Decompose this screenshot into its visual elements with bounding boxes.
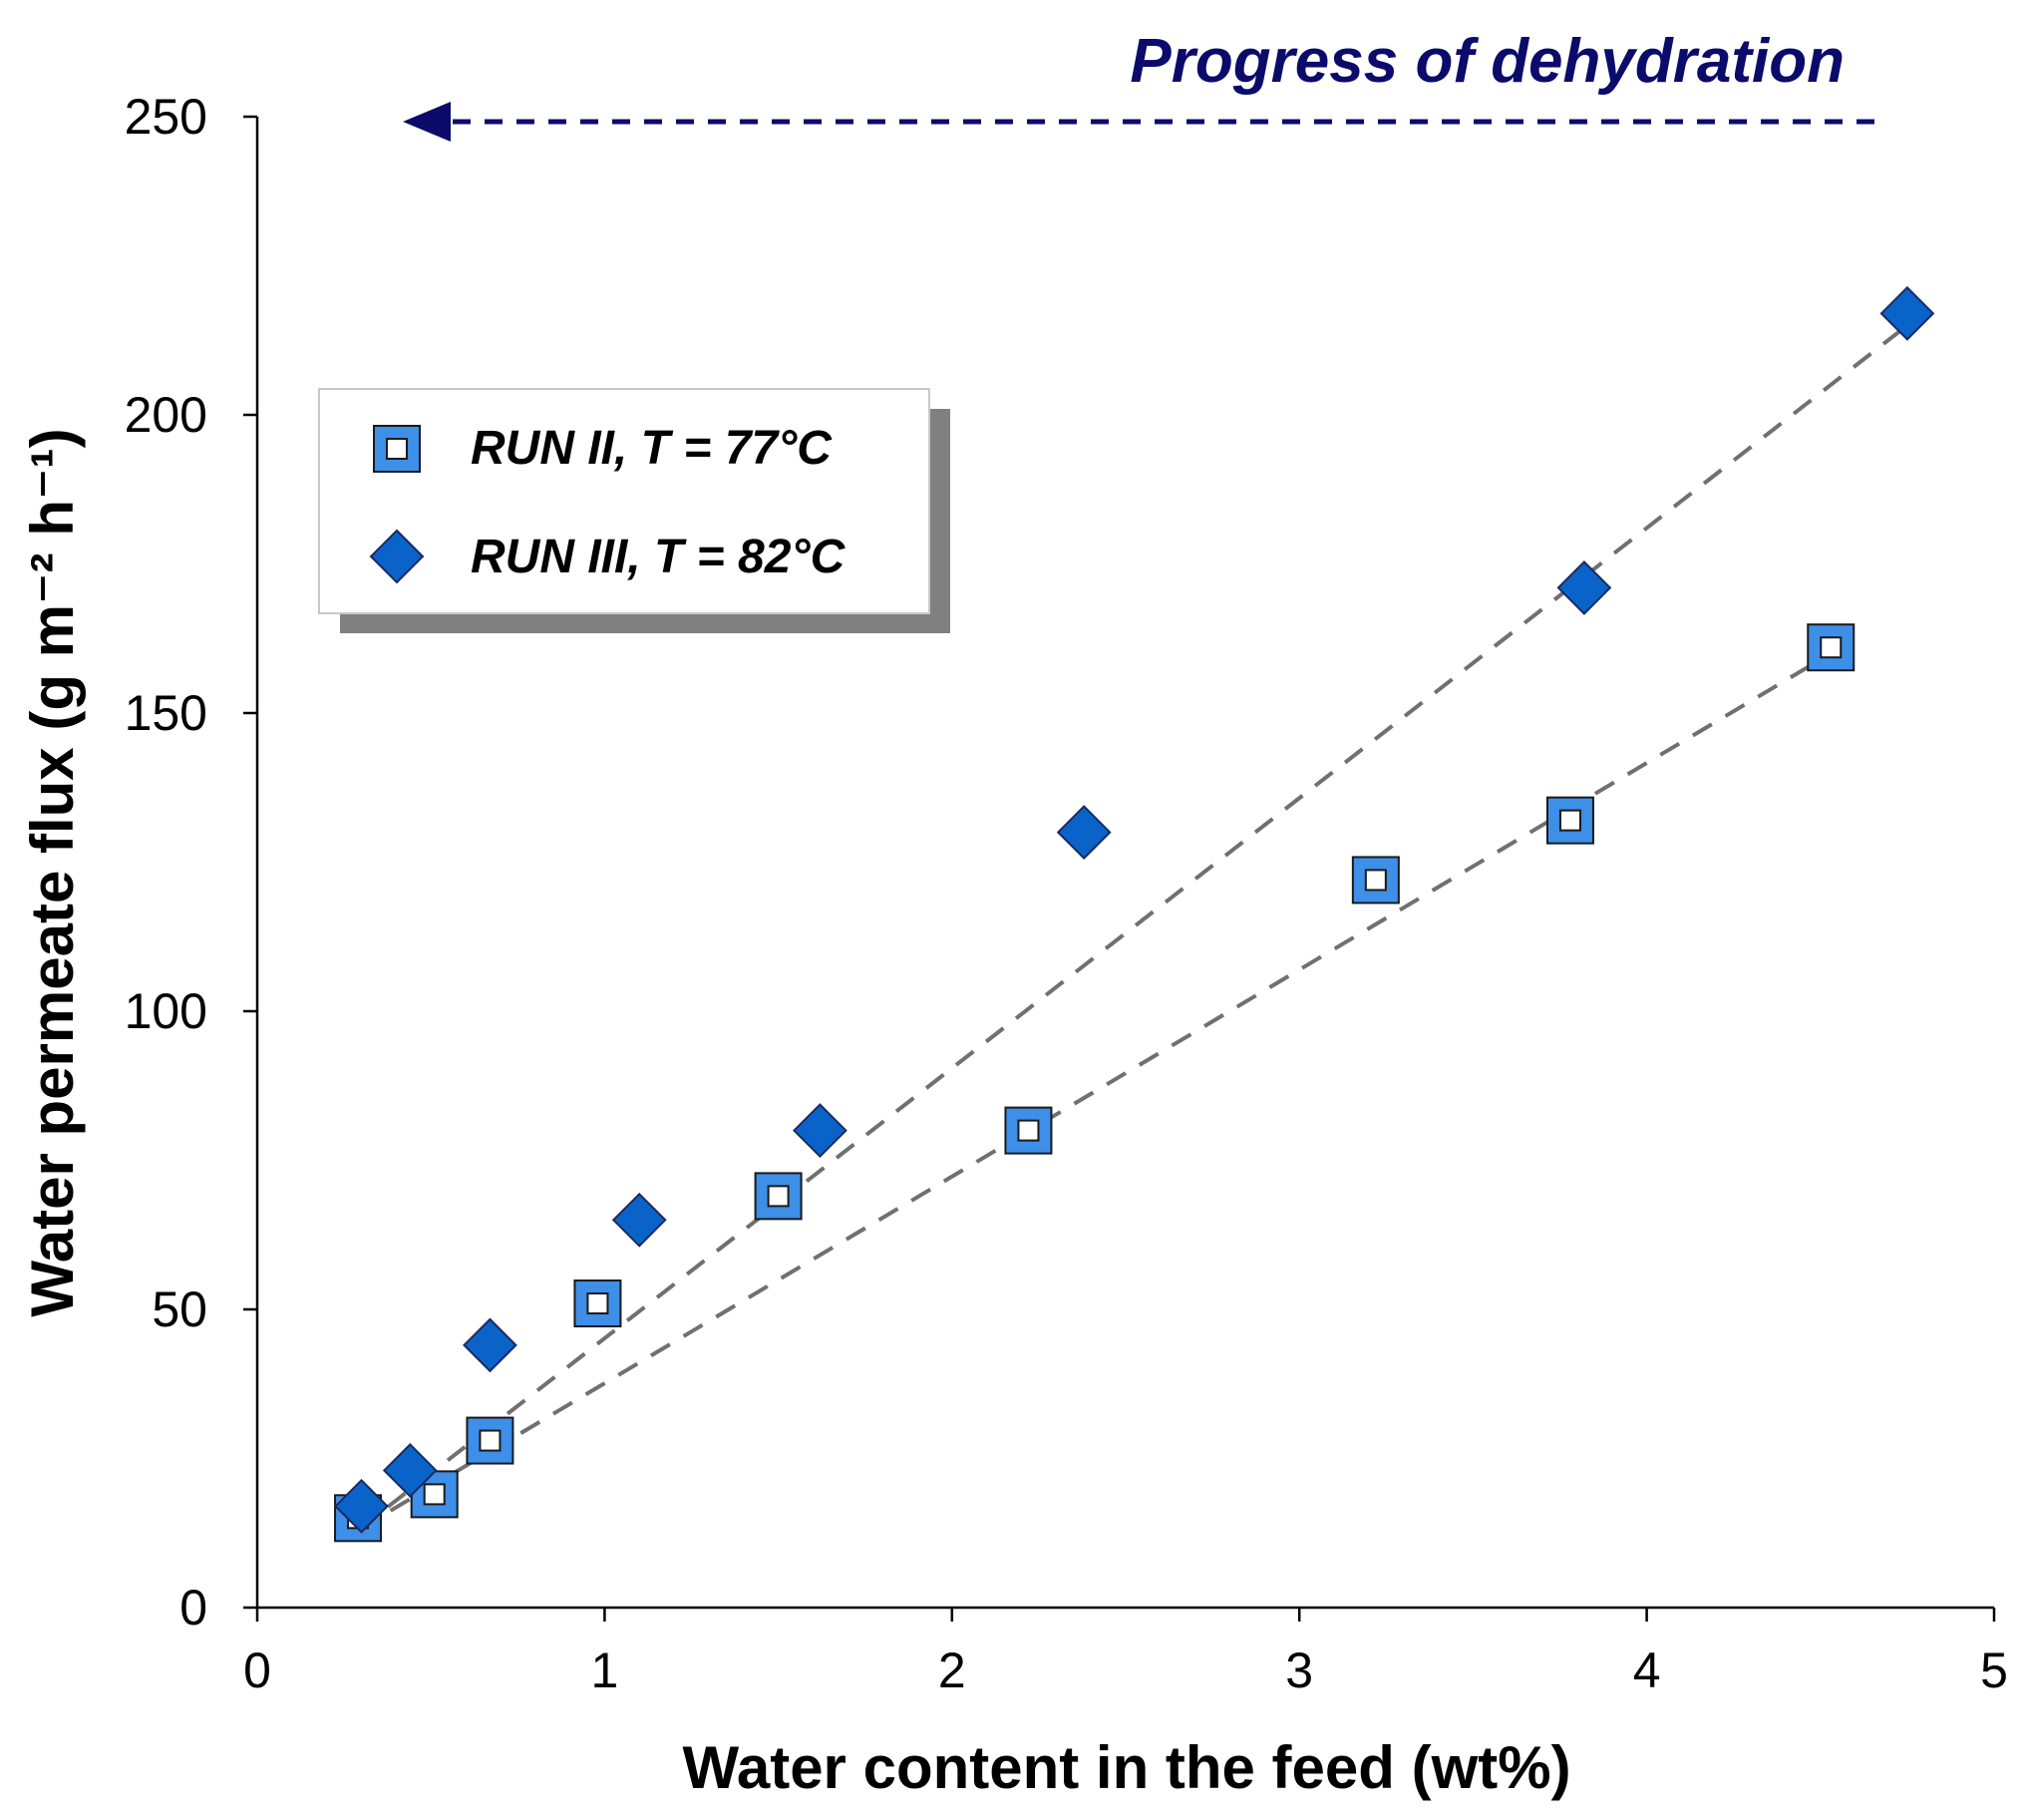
point-square-inner	[767, 1185, 790, 1208]
y-axis-title: Water permeate flux (g m⁻² h⁻¹)	[19, 428, 86, 1316]
x-tick-label: 1	[590, 1642, 618, 1698]
y-tick-label: 100	[125, 983, 207, 1039]
x-tick-label: 2	[938, 1642, 966, 1698]
axes	[255, 117, 1994, 1610]
y-tick-label: 50	[152, 1281, 207, 1337]
x-ticks: 0 1 2 3 4 5	[243, 1608, 2008, 1698]
dehydration-annotation: Progress of dehydration	[1130, 27, 1845, 96]
point-square-outer	[466, 1416, 514, 1465]
point-run-ii	[1545, 796, 1594, 845]
legend-label-run-ii: RUN II, T = 77°C	[471, 422, 833, 475]
point-square-inner	[1364, 869, 1387, 892]
point-square-inner	[1558, 809, 1581, 832]
point-run-iii	[1056, 805, 1112, 861]
x-tick-label: 4	[1633, 1642, 1661, 1698]
dehydration-arrow	[403, 102, 1874, 142]
point-run-ii	[754, 1172, 803, 1221]
point-run-iii	[792, 1103, 847, 1159]
data-points	[334, 285, 1935, 1543]
x-tick-label: 0	[243, 1642, 271, 1698]
x-tick-label: 5	[1980, 1642, 2008, 1698]
point-square-inner	[586, 1292, 609, 1315]
trend-line-run-iii	[356, 323, 1909, 1532]
point-run-ii	[573, 1279, 622, 1328]
y-tick-label: 200	[125, 387, 207, 443]
y-ticks: 0 50 100 150 200 250	[125, 89, 257, 1636]
trend-lines	[356, 323, 1909, 1532]
point-square-inner	[479, 1429, 502, 1452]
legend-items	[369, 425, 425, 584]
x-axis-title: Water content in the feed (wt%)	[682, 1734, 1570, 1801]
point-run-iii	[1556, 560, 1612, 615]
point-square-inner	[1017, 1119, 1040, 1142]
trend-line-run-ii	[357, 651, 1833, 1532]
point-run-ii	[1004, 1106, 1053, 1155]
point-square-inner	[386, 438, 408, 460]
point-square-inner	[1820, 636, 1843, 659]
point-run-iii	[1879, 285, 1935, 341]
legend-label-run-iii: RUN III, T = 82°C	[471, 531, 846, 583]
point-run-ii	[1351, 856, 1400, 905]
point-run-ii	[466, 1416, 514, 1465]
point-run-iii	[382, 1443, 438, 1498]
x-tick-label: 3	[1285, 1642, 1313, 1698]
y-tick-label: 250	[125, 89, 207, 145]
legend-marker-run-iii	[369, 529, 425, 584]
y-tick-label: 0	[179, 1580, 207, 1636]
point-run-iii	[334, 1478, 389, 1534]
point-run-iii	[611, 1192, 667, 1248]
legend-marker-run-ii	[373, 425, 421, 473]
y-tick-label: 150	[125, 685, 207, 741]
point-run-iii	[463, 1317, 517, 1373]
point-run-ii	[1807, 623, 1856, 672]
point-square-outer	[1807, 623, 1856, 672]
legend: RUN II, T = 77°C RUN III, T = 82°C	[318, 388, 950, 633]
point-square-inner	[423, 1483, 446, 1506]
